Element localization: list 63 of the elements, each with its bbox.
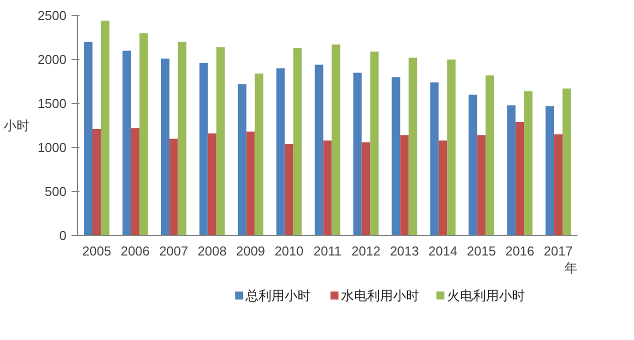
x-tick-label: 2017 [544, 244, 573, 258]
bar [408, 58, 418, 236]
x-tick-label: 2013 [390, 244, 419, 258]
bar [353, 72, 362, 236]
bar [332, 44, 340, 236]
bar [562, 88, 571, 236]
bar [276, 68, 285, 236]
legend-label: 火电利用小时 [446, 288, 525, 303]
x-tick-label: 2010 [274, 244, 304, 258]
bar [477, 135, 486, 236]
bar [323, 140, 332, 236]
bar [392, 77, 400, 236]
x-tick-label: 2007 [159, 244, 188, 258]
bar [554, 134, 562, 236]
y-tick-label: 1500 [38, 96, 66, 111]
x-tick-label: 2005 [82, 244, 112, 258]
x-tick-label: 2011 [314, 244, 342, 258]
x-tick-label: 2012 [352, 244, 380, 258]
x-tick-label: 2015 [466, 244, 496, 258]
bar [516, 122, 524, 236]
bar [284, 144, 294, 236]
bar [139, 33, 148, 236]
x-tick-label: 2016 [505, 244, 534, 258]
bar [438, 140, 448, 236]
bar [84, 42, 92, 236]
bar [293, 48, 302, 236]
bar [400, 135, 409, 236]
y-tick-label: 500 [44, 184, 67, 199]
bar [169, 138, 178, 236]
bar [430, 82, 439, 236]
bar [92, 129, 101, 236]
y-tick-label: 2000 [38, 52, 66, 67]
y-axis-title: 小时 [4, 118, 30, 133]
y-tick-label: 1000 [38, 140, 66, 155]
bar [216, 47, 225, 236]
y-tick-label: 2500 [38, 8, 66, 23]
bar [238, 84, 246, 236]
bar [130, 128, 140, 236]
bar [208, 133, 216, 236]
legend-label: 总利用小时 [244, 288, 311, 303]
bar [507, 105, 516, 236]
bar [486, 75, 494, 236]
x-tick-label: 2014 [428, 244, 458, 258]
bar [254, 74, 264, 236]
legend-label: 水电利用小时 [340, 288, 419, 303]
bar [447, 60, 456, 236]
x-tick-label: 2006 [120, 244, 150, 258]
bar [468, 94, 478, 236]
x-tick-label: 2009 [236, 244, 266, 258]
bar [314, 64, 324, 236]
x-axis-title: 年 [564, 260, 578, 276]
bar [100, 20, 110, 236]
bar [122, 50, 131, 236]
bar [524, 91, 532, 236]
bar [370, 52, 379, 236]
bar [362, 142, 370, 236]
y-tick-label: 0 [59, 228, 67, 243]
bar [246, 132, 255, 236]
x-tick-label: 2008 [198, 244, 227, 258]
bar [160, 58, 170, 236]
bar [178, 42, 186, 236]
bar [199, 63, 208, 236]
bar [546, 106, 554, 236]
